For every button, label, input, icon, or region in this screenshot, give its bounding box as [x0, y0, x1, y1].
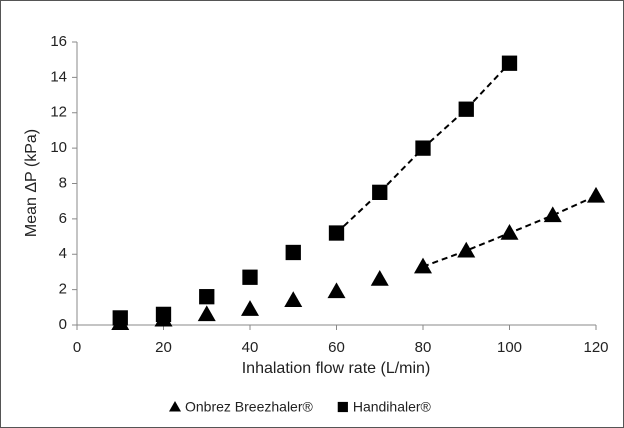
y-tick-label: 4: [59, 245, 67, 262]
x-tick-label: 60: [328, 339, 345, 356]
y-tick-label: 10: [50, 139, 67, 156]
point: [587, 186, 605, 203]
point: [285, 244, 301, 261]
point: [327, 282, 346, 299]
point: [458, 101, 474, 117]
point: [328, 225, 345, 241]
y-tick-label: 0: [59, 316, 67, 333]
y-tick-label: 8: [59, 174, 67, 191]
x-tick-label: 20: [155, 339, 172, 356]
y-tick-label: 6: [59, 210, 67, 227]
x-tick-label: 120: [583, 339, 608, 356]
point: [414, 257, 432, 274]
x-tick-label: 0: [73, 339, 81, 356]
point: [112, 310, 128, 326]
legend-marker: [337, 401, 348, 413]
x-tick-label: 100: [497, 339, 522, 356]
point: [370, 270, 389, 286]
point: [372, 184, 388, 200]
y-axis-title: Mean ΔP (kPa): [23, 129, 40, 237]
legend-marker: [169, 401, 181, 412]
legend-label: Onbrez Breezhaler®: [185, 399, 314, 415]
point: [501, 55, 518, 71]
y-tick-label: 16: [50, 33, 67, 50]
y-tick-label: 2: [59, 281, 67, 298]
y-tick-label: 14: [50, 68, 67, 85]
point: [415, 140, 431, 156]
y-tick-label: 12: [50, 104, 67, 121]
point: [457, 241, 476, 258]
point: [241, 300, 259, 316]
legend-label: Handihaler®: [353, 399, 432, 415]
point: [199, 289, 215, 305]
point: [500, 224, 519, 240]
x-tick-label: 40: [242, 339, 259, 356]
point: [197, 305, 216, 322]
point: [155, 306, 172, 323]
point: [284, 291, 303, 307]
x-tick-label: 80: [415, 339, 432, 356]
point: [242, 269, 258, 285]
x-axis-title: Inhalation flow rate (L/min): [242, 360, 431, 377]
point: [543, 206, 562, 223]
